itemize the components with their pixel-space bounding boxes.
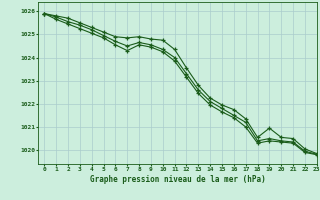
X-axis label: Graphe pression niveau de la mer (hPa): Graphe pression niveau de la mer (hPa) bbox=[90, 175, 266, 184]
